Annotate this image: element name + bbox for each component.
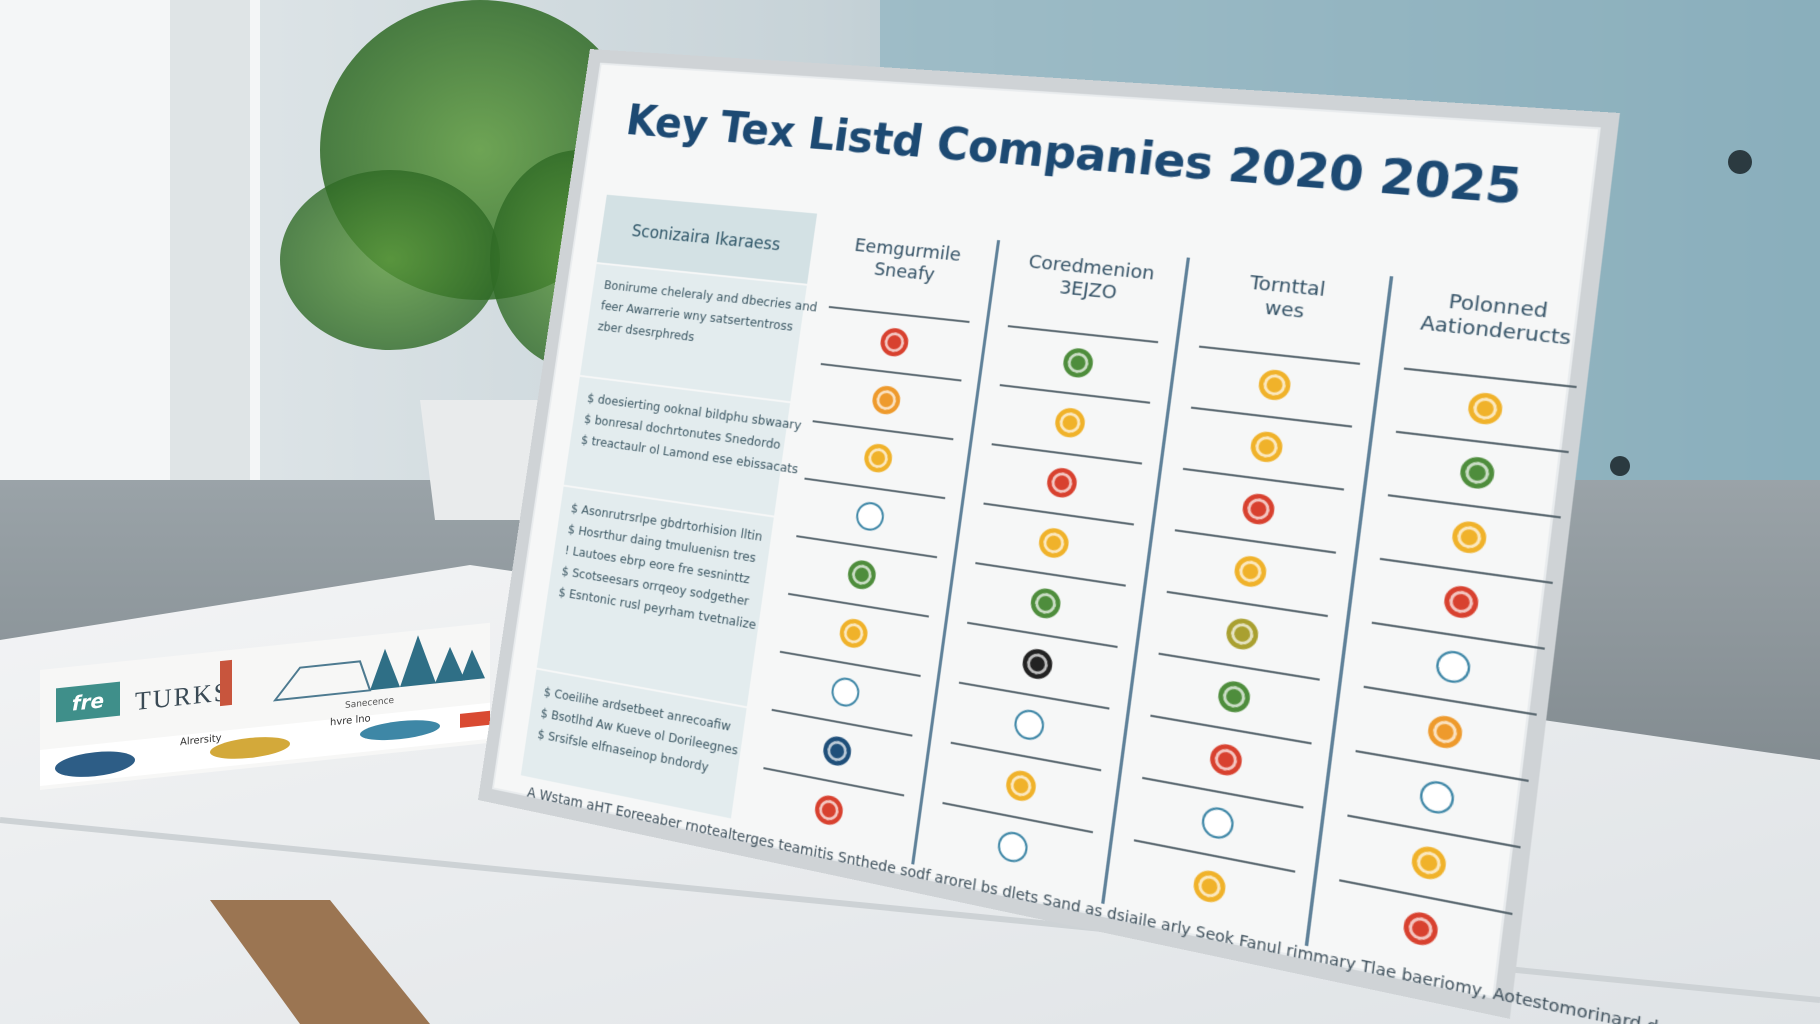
icon [862, 442, 894, 475]
icon [1012, 707, 1046, 743]
row-line [1182, 467, 1345, 491]
icon [1450, 519, 1489, 556]
icon [1037, 526, 1071, 560]
column-divider [1101, 257, 1191, 905]
row-line [1355, 749, 1529, 783]
row-line [771, 708, 913, 737]
icon [1216, 679, 1252, 715]
column-header: Eemgurmile Sneafy [816, 232, 998, 293]
row-line [763, 767, 905, 797]
icon [813, 793, 845, 828]
icon [1240, 492, 1277, 527]
row-line [950, 741, 1102, 772]
wall-spot [1610, 456, 1630, 476]
left-section: $ Asonrutrsrlpe gbdrtorhision lltin $ Hos… [536, 484, 775, 707]
icon [1442, 583, 1480, 621]
row-line [1403, 367, 1577, 389]
row-line [1007, 325, 1159, 344]
row-line [812, 420, 954, 441]
row-line [942, 801, 1094, 834]
icon [1191, 867, 1228, 905]
table-leg [210, 900, 430, 1024]
icon [854, 500, 886, 533]
icon [1434, 648, 1472, 686]
icon [1458, 455, 1497, 491]
icon [837, 616, 870, 650]
icon [829, 675, 862, 709]
icon [1232, 554, 1269, 589]
row-line [1387, 494, 1561, 519]
icon [1257, 368, 1293, 402]
row-line [1395, 430, 1569, 454]
row-line [983, 502, 1134, 526]
column-divider [911, 240, 1001, 865]
logo-box [56, 681, 120, 723]
icon [1061, 346, 1095, 379]
icon [1020, 646, 1055, 682]
icon [1053, 406, 1087, 440]
icon [1401, 909, 1440, 949]
board-title: Key Tex Listd Companies 2020 2025 [623, 96, 1525, 216]
icon [1200, 804, 1236, 842]
column-header: Tornttal wes [1184, 266, 1391, 332]
icon [1208, 741, 1244, 778]
icon [1418, 778, 1456, 817]
row-line [788, 592, 929, 618]
wall-spot [1728, 150, 1752, 174]
icon [1248, 430, 1285, 464]
row-line [1339, 879, 1513, 916]
icon [1410, 843, 1448, 882]
row-line [991, 443, 1143, 465]
row-line [1198, 345, 1361, 365]
icon [846, 558, 878, 592]
row-line [999, 384, 1151, 404]
row-line [1133, 839, 1296, 873]
icon [1466, 391, 1504, 427]
row-line [975, 562, 1126, 587]
row-line [958, 681, 1110, 710]
row-line [1174, 529, 1337, 554]
column-header: Coredmenion 3EJZO [994, 248, 1188, 311]
window-frame [170, 0, 250, 520]
icon [878, 326, 911, 358]
column-header: Polonned Aationderucts [1387, 285, 1609, 354]
row-line [1190, 406, 1353, 428]
row-line [1379, 557, 1553, 585]
row-line [1158, 652, 1320, 681]
row-line [1363, 685, 1537, 716]
row-line [1166, 590, 1328, 618]
card-logo: fre [72, 688, 104, 715]
row-line [1371, 621, 1545, 650]
icon [1224, 616, 1260, 652]
row-line [779, 650, 921, 678]
icon [1029, 586, 1063, 621]
row-line [1150, 714, 1312, 745]
card-label: Alrersity [180, 733, 222, 748]
icon [870, 384, 902, 416]
row-line [796, 535, 938, 559]
table-edge [0, 817, 1820, 1003]
row-line [1142, 776, 1304, 809]
column-divider [1304, 276, 1394, 947]
card-label: hvre lno [330, 713, 371, 728]
row-line [967, 621, 1118, 649]
card: fre TURKS Sanecence Alrersity hvre lno [40, 622, 490, 790]
row-line [820, 362, 962, 382]
row-line [1347, 814, 1521, 849]
icon [996, 829, 1030, 865]
row-line [804, 477, 946, 500]
icon [821, 734, 853, 768]
icon [1045, 466, 1079, 500]
row-line [828, 305, 970, 324]
icon [1004, 768, 1038, 804]
icon [1426, 713, 1464, 751]
